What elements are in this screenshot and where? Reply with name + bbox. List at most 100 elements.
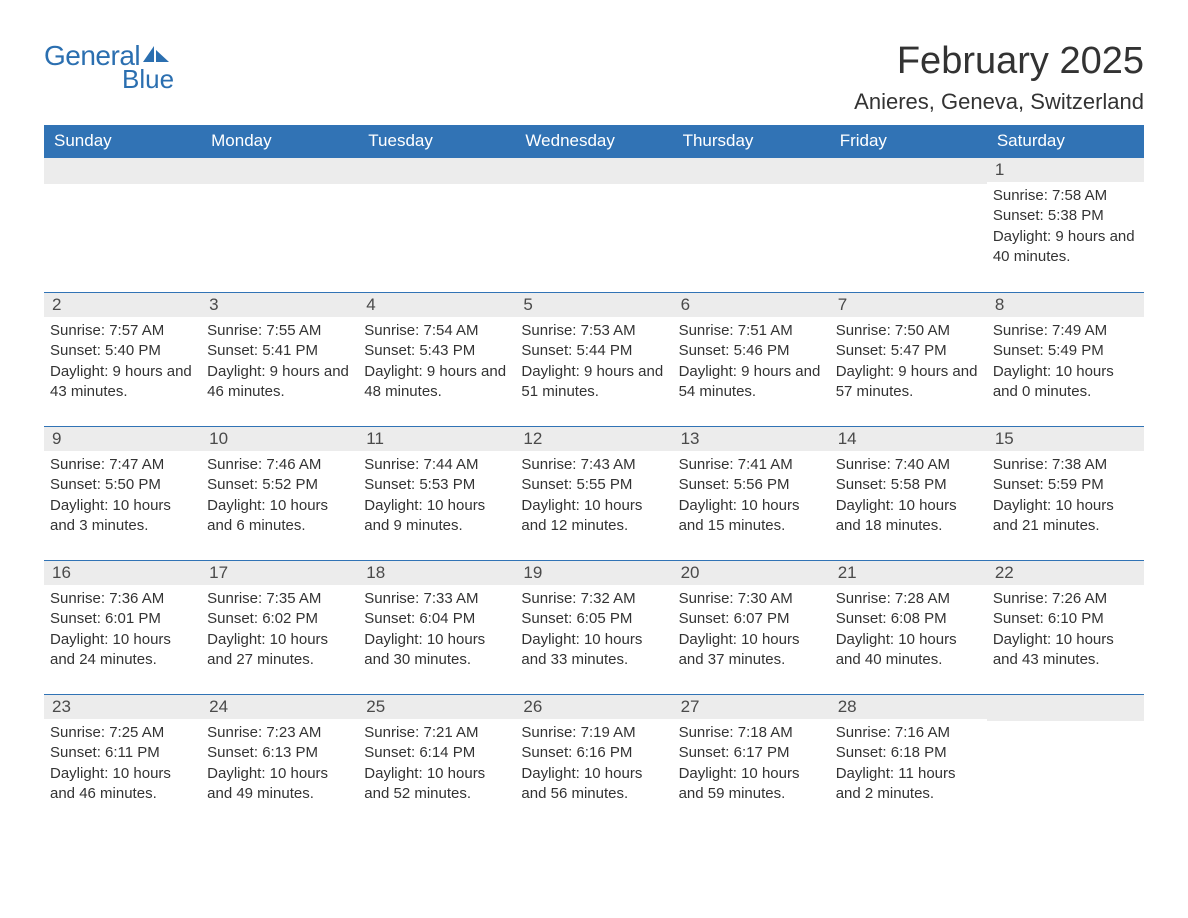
sunset-label: Sunset: — [207, 610, 258, 627]
day-body: Sunrise: 7:36 AMSunset: 6:01 PMDaylight:… — [44, 585, 201, 694]
sunrise-value: 7:19 AM — [581, 724, 636, 741]
daylight-line: Daylight: 9 hours and 48 minutes. — [364, 362, 509, 403]
sunrise-label: Sunrise: — [993, 590, 1048, 607]
day-number: 7 — [830, 293, 987, 317]
daylight-line: Daylight: 10 hours and 18 minutes. — [836, 496, 981, 537]
sunrise-value: 7:21 AM — [423, 724, 478, 741]
sunset-line: Sunset: 5:41 PM — [207, 341, 352, 361]
daylight-label: Daylight: — [836, 363, 894, 380]
day-cell: 8Sunrise: 7:49 AMSunset: 5:49 PMDaylight… — [987, 293, 1144, 427]
day-cell: 7Sunrise: 7:50 AMSunset: 5:47 PMDaylight… — [830, 293, 987, 427]
day-number: 1 — [987, 158, 1144, 182]
day-body: Sunrise: 7:28 AMSunset: 6:08 PMDaylight:… — [830, 585, 987, 694]
day-number: 2 — [44, 293, 201, 317]
sunrise-value: 7:58 AM — [1052, 187, 1107, 204]
sunrise-line: Sunrise: 7:36 AM — [50, 589, 195, 609]
sunset-value: 5:59 PM — [1048, 476, 1104, 493]
sunset-value: 6:13 PM — [262, 744, 318, 761]
sunset-value: 5:41 PM — [262, 342, 318, 359]
daylight-line: Daylight: 10 hours and 37 minutes. — [679, 630, 824, 671]
day-body: Sunrise: 7:30 AMSunset: 6:07 PMDaylight:… — [673, 585, 830, 694]
sunset-value: 5:47 PM — [891, 342, 947, 359]
daylight-label: Daylight: — [679, 363, 737, 380]
weekday-header: Friday — [830, 125, 987, 158]
sunset-line: Sunset: 5:53 PM — [364, 475, 509, 495]
sunrise-label: Sunrise: — [836, 322, 891, 339]
sunrise-line: Sunrise: 7:53 AM — [521, 321, 666, 341]
day-number: 10 — [201, 427, 358, 451]
day-cell: 27Sunrise: 7:18 AMSunset: 6:17 PMDayligh… — [673, 695, 830, 830]
day-body — [987, 721, 1144, 829]
day-body: Sunrise: 7:33 AMSunset: 6:04 PMDaylight:… — [358, 585, 515, 694]
sunset-value: 5:46 PM — [734, 342, 790, 359]
day-body: Sunrise: 7:47 AMSunset: 5:50 PMDaylight:… — [44, 451, 201, 560]
calendar-head: SundayMondayTuesdayWednesdayThursdayFrid… — [44, 125, 1144, 158]
sunrise-label: Sunrise: — [364, 322, 419, 339]
sunrise-line: Sunrise: 7:55 AM — [207, 321, 352, 341]
daylight-line: Daylight: 10 hours and 43 minutes. — [993, 630, 1138, 671]
sunrise-line: Sunrise: 7:21 AM — [364, 723, 509, 743]
day-body: Sunrise: 7:53 AMSunset: 5:44 PM Daylight:… — [515, 317, 672, 426]
day-number: 4 — [358, 293, 515, 317]
sunset-label: Sunset: — [521, 476, 572, 493]
weekday-header: Thursday — [673, 125, 830, 158]
daylight-line: Daylight: 10 hours and 15 minutes. — [679, 496, 824, 537]
day-number: 18 — [358, 561, 515, 585]
sunset-label: Sunset: — [207, 744, 258, 761]
day-cell: 5 Sunrise: 7:53 AMSunset: 5:44 PM Daylight… — [515, 293, 672, 427]
sunset-label: Sunset: — [993, 207, 1044, 224]
sunset-line: Sunset: 6:17 PM — [679, 743, 824, 763]
page-header: General Blue February 2025 Anieres, Gene… — [44, 40, 1144, 115]
sunrise-label: Sunrise: — [50, 590, 105, 607]
daylight-label: Daylight: — [521, 363, 579, 380]
sunset-value: 5:50 PM — [105, 476, 161, 493]
sunset-line: Sunset: 6:13 PM — [207, 743, 352, 763]
sunset-label: Sunset: — [836, 610, 887, 627]
sunset-line: Sunset: 6:18 PM — [836, 743, 981, 763]
day-number: 5 — [515, 293, 672, 317]
sunset-line: Sunset: 5:44 PM — [521, 341, 666, 361]
day-cell: 13Sunrise: 7:41 AMSunset: 5:56 PMDayligh… — [673, 427, 830, 561]
daylight-label: Daylight: — [993, 497, 1051, 514]
day-number-bar — [673, 158, 830, 184]
sunset-value: 5:53 PM — [419, 476, 475, 493]
sunset-line: Sunset: 5:55 PM — [521, 475, 666, 495]
sunrise-line: Sunrise: 7:43 AM — [521, 455, 666, 475]
sunset-line: Sunset: 5:46 PM — [679, 341, 824, 361]
daylight-label: Daylight: — [836, 765, 894, 782]
day-number: 6 — [673, 293, 830, 317]
sunrise-value: 7:53 AM — [581, 322, 636, 339]
sunset-label: Sunset: — [521, 610, 572, 627]
sunrise-line: Sunrise: 7:47 AM — [50, 455, 195, 475]
day-number: 9 — [44, 427, 201, 451]
sunrise-value: 7:28 AM — [895, 590, 950, 607]
day-body: Sunrise: 7:35 AMSunset: 6:02 PMDaylight:… — [201, 585, 358, 694]
sunset-line: Sunset: 6:01 PM — [50, 609, 195, 629]
sunset-value: 6:07 PM — [734, 610, 790, 627]
logo-text-blue: Blue — [122, 64, 174, 95]
sunset-value: 5:43 PM — [419, 342, 475, 359]
sunset-label: Sunset: — [50, 476, 101, 493]
title-block: February 2025 Anieres, Geneva, Switzerla… — [854, 40, 1144, 115]
sunrise-value: 7:47 AM — [109, 456, 164, 473]
sunset-line: Sunset: 5:40 PM — [50, 341, 195, 361]
sunrise-label: Sunrise: — [207, 322, 262, 339]
day-cell: 10Sunrise: 7:46 AMSunset: 5:52 PMDayligh… — [201, 427, 358, 561]
sunset-line: Sunset: 6:07 PM — [679, 609, 824, 629]
week-row: 9Sunrise: 7:47 AMSunset: 5:50 PMDaylight… — [44, 427, 1144, 561]
day-body: Sunrise: 7:49 AMSunset: 5:49 PMDaylight:… — [987, 317, 1144, 426]
day-number: 26 — [515, 695, 672, 719]
daylight-line: Daylight: 11 hours and 2 minutes. — [836, 764, 981, 805]
day-number: 23 — [44, 695, 201, 719]
daylight-label: Daylight: — [364, 497, 422, 514]
day-cell — [987, 695, 1144, 830]
sunrise-label: Sunrise: — [207, 590, 262, 607]
sunrise-label: Sunrise: — [679, 322, 734, 339]
day-cell: 11Sunrise: 7:44 AMSunset: 5:53 PMDayligh… — [358, 427, 515, 561]
day-body: Sunrise: 7:40 AMSunset: 5:58 PMDaylight:… — [830, 451, 987, 560]
sunrise-line: Sunrise: 7:30 AM — [679, 589, 824, 609]
day-body: Sunrise: 7:44 AMSunset: 5:53 PMDaylight:… — [358, 451, 515, 560]
sunrise-label: Sunrise: — [521, 456, 576, 473]
sunrise-label: Sunrise: — [679, 724, 734, 741]
day-number: 12 — [515, 427, 672, 451]
